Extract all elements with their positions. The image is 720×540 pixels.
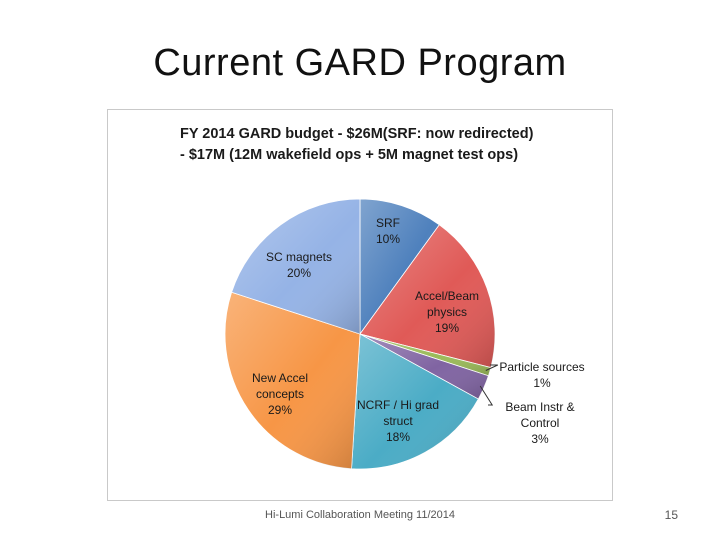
chart-title-line-2: - $17M (12M wakefield ops + 5M magnet te… [180, 147, 518, 163]
pie-slice-shading-beam-instr-control [360, 334, 489, 400]
slice-label-line: 29% [268, 403, 292, 417]
pie-chart-frame: FY 2014 GARD budget - $26M(SRF: now redi… [107, 109, 613, 501]
pie-slice-shading-accel-beam-physics [360, 224, 496, 368]
slice-label-line: Beam Instr & [505, 400, 574, 414]
slice-label-sc-magnets: SC magnets 20% [266, 250, 332, 280]
slice-label-line: physics [427, 305, 467, 319]
slice-label-line: Accel/Beam [415, 289, 479, 303]
pie-slice-shading-ncrf-hi-grad-struct [351, 334, 479, 469]
slice-label-ncrf-hi-grad-struct: NCRF / Hi grad struct 18% [357, 398, 439, 444]
slice-label-accel-beam-physics: Accel/Beam physics 19% [415, 289, 479, 335]
slice-label-line: SC magnets [266, 250, 332, 264]
slice-label-beam-instr-control: Beam Instr & Control 3% [505, 400, 574, 446]
slice-label-particle-sources: Particle sources 1% [499, 360, 584, 390]
slice-label-line: struct [383, 414, 413, 428]
slide-title: Current GARD Program [153, 42, 567, 84]
slice-label-line: Control [521, 416, 560, 430]
slice-label-line: NCRF / Hi grad [357, 398, 439, 412]
slice-label-line: SRF [376, 216, 400, 230]
slice-label-line: 10% [376, 232, 400, 246]
pie-slice-shading-srf [360, 199, 440, 334]
slice-label-line: 3% [531, 432, 549, 446]
slice-label-line: 19% [435, 321, 459, 335]
footer-text: Hi-Lumi Collaboration Meeting 11/2014 [265, 509, 455, 521]
leader-line-particle-sources [485, 364, 499, 371]
pie-chart: FY 2014 GARD budget - $26M(SRF: now redi… [180, 126, 585, 470]
slice-label-srf: SRF 10% [376, 216, 400, 246]
leader-line-beam-instr-control [479, 385, 494, 406]
slide-number: 15 [664, 508, 678, 522]
slice-label-line: 18% [386, 430, 410, 444]
slice-label-line: Particle sources [499, 360, 584, 374]
slice-label-line: 20% [287, 266, 311, 280]
pie-slice-shading-sc-magnets [231, 199, 360, 334]
pie-slice-shading-new-accel-concepts [225, 292, 360, 469]
slice-label-line: concepts [256, 387, 304, 401]
slice-label-line: 1% [533, 376, 551, 390]
slice-label-line: New Accel [252, 371, 308, 385]
chart-title-line-1: FY 2014 GARD budget - $26M(SRF: now redi… [180, 126, 534, 142]
slice-label-new-accel-concepts: New Accel concepts 29% [252, 371, 308, 417]
